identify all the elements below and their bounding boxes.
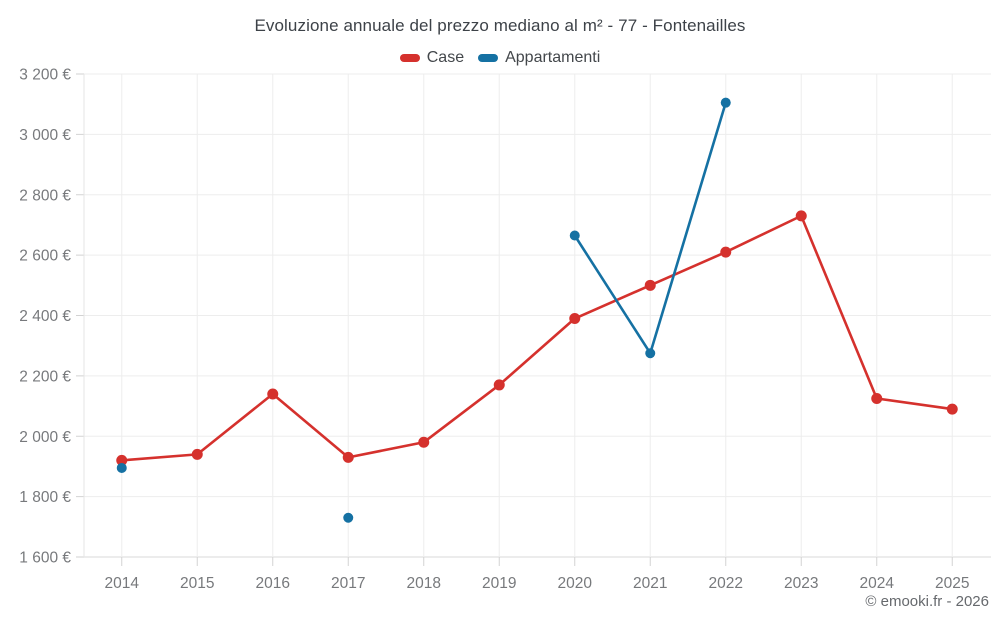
y-axis-label: 2 800 € xyxy=(19,187,71,204)
chart-legend: Case Appartamenti xyxy=(0,49,1000,67)
case-series-swatch-icon xyxy=(399,54,420,62)
x-axis-label: 2023 xyxy=(784,575,818,592)
x-axis-label: 2015 xyxy=(180,575,214,592)
data-point-case-2016[interactable] xyxy=(267,388,279,400)
data-point-case-2025[interactable] xyxy=(946,403,958,415)
x-axis-label: 2020 xyxy=(558,575,593,592)
chart-title: Evoluzione annuale del prezzo mediano al… xyxy=(254,16,746,35)
data-point-appartamenti-2017[interactable] xyxy=(343,512,354,523)
data-point-case-2019[interactable] xyxy=(493,379,505,391)
data-point-case-2017[interactable] xyxy=(342,451,354,463)
appartamenti-series-swatch-icon xyxy=(478,54,499,62)
legend-item-appartamenti[interactable]: Appartamenti xyxy=(478,49,600,67)
legend-item-case[interactable]: Case xyxy=(399,49,465,67)
data-point-case-2015[interactable] xyxy=(191,448,203,460)
data-point-appartamenti-2020[interactable] xyxy=(569,230,580,241)
x-axis-label: 2025 xyxy=(935,575,969,592)
y-axis-label: 2 000 € xyxy=(19,429,71,446)
x-axis-label: 2024 xyxy=(860,575,895,592)
data-point-appartamenti-2022[interactable] xyxy=(720,97,731,108)
data-point-case-2014[interactable] xyxy=(116,454,128,466)
x-axis-label: 2017 xyxy=(331,575,365,592)
footer-credit: © emooki.fr - 2026 xyxy=(865,593,989,610)
legend-label-appartamenti: Appartamenti xyxy=(505,49,601,66)
data-point-appartamenti-2021[interactable] xyxy=(645,348,656,359)
data-point-case-2020[interactable] xyxy=(569,313,581,325)
y-axis-label: 3 000 € xyxy=(19,127,71,144)
y-axis-label: 2 200 € xyxy=(19,368,71,385)
x-axis-label: 2022 xyxy=(709,575,743,592)
x-axis-label: 2021 xyxy=(633,575,667,592)
data-point-case-2018[interactable] xyxy=(418,436,430,448)
x-axis-label: 2014 xyxy=(105,575,140,592)
data-point-case-2021[interactable] xyxy=(644,279,656,291)
data-point-case-2024[interactable] xyxy=(871,393,883,405)
x-axis-label: 2019 xyxy=(482,575,516,592)
data-point-case-2023[interactable] xyxy=(795,210,807,222)
y-axis-label: 3 200 € xyxy=(19,67,71,84)
x-axis-label: 2016 xyxy=(256,575,290,592)
data-point-case-2022[interactable] xyxy=(720,246,732,258)
data-point-appartamenti-2014[interactable] xyxy=(116,462,127,473)
series-line-case xyxy=(120,214,954,462)
y-axis-label: 2 400 € xyxy=(19,308,71,325)
y-axis-label: 1 800 € xyxy=(19,489,71,506)
legend-label-case: Case xyxy=(426,49,465,66)
y-axis-label: 1 600 € xyxy=(19,550,71,567)
y-axis-label: 2 600 € xyxy=(19,248,71,265)
x-axis-label: 2018 xyxy=(407,575,441,592)
